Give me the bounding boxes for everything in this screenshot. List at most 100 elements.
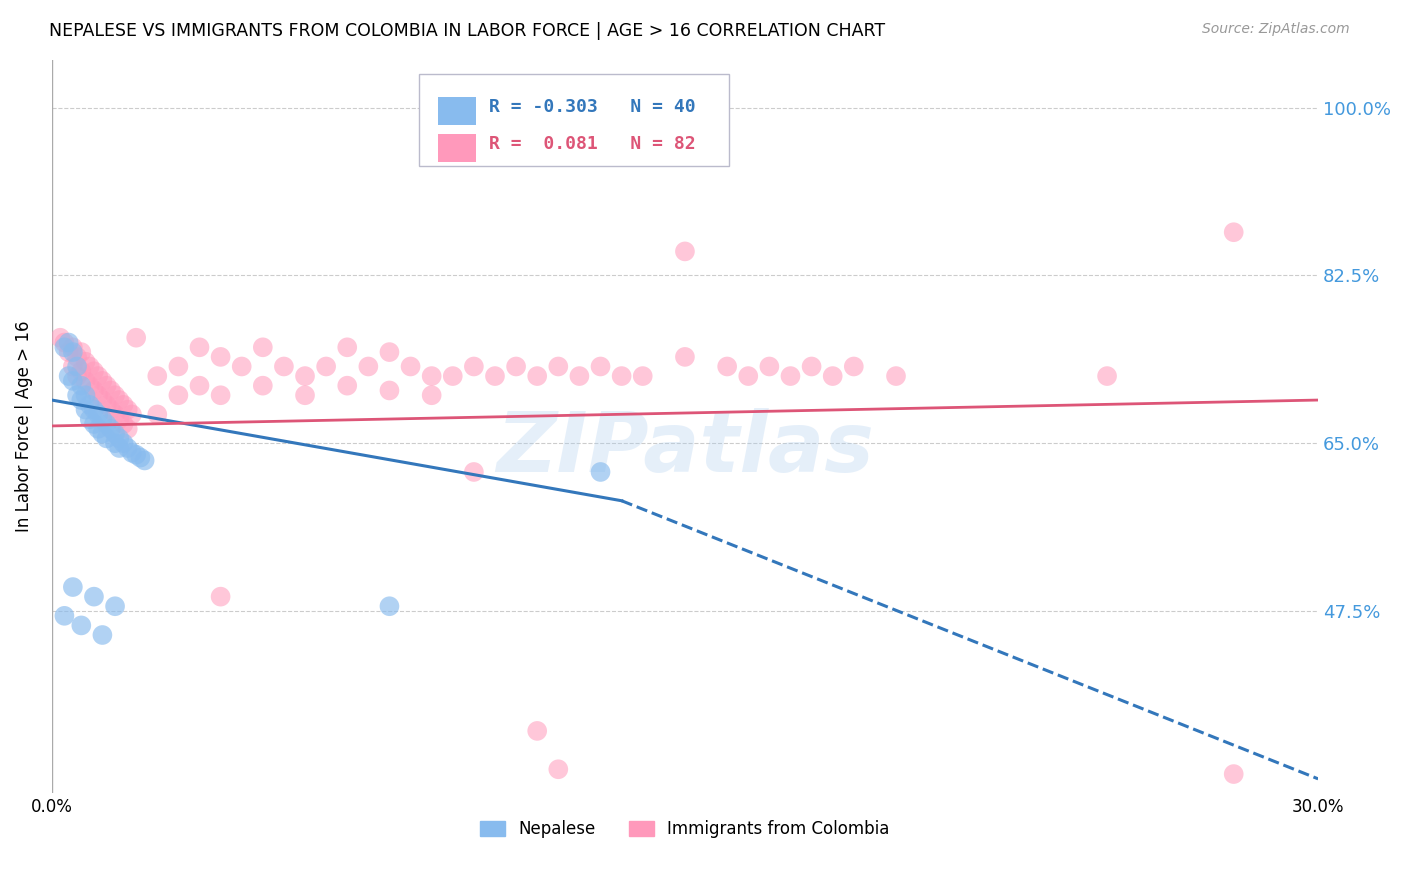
- Point: [112, 436, 135, 450]
- Point: [673, 350, 696, 364]
- Point: [83, 590, 105, 604]
- Point: [87, 369, 110, 384]
- Point: [209, 388, 232, 402]
- Point: [146, 408, 169, 422]
- Point: [96, 431, 118, 445]
- Point: [62, 345, 84, 359]
- Point: [209, 590, 232, 604]
- Point: [631, 369, 654, 384]
- Point: [315, 359, 337, 374]
- Point: [294, 388, 316, 402]
- Point: [66, 359, 89, 374]
- Point: [83, 364, 105, 378]
- Point: [70, 618, 93, 632]
- Point: [100, 402, 122, 417]
- Legend: Nepalese, Immigrants from Colombia: Nepalese, Immigrants from Colombia: [474, 814, 897, 845]
- Point: [91, 412, 114, 426]
- Point: [66, 388, 89, 402]
- Point: [378, 384, 401, 398]
- Point: [79, 359, 101, 374]
- Point: [526, 369, 548, 384]
- Point: [294, 369, 316, 384]
- Point: [800, 359, 823, 374]
- Point: [117, 422, 139, 436]
- Point: [53, 340, 76, 354]
- Point: [357, 359, 380, 374]
- Text: ZIPatlas: ZIPatlas: [496, 408, 875, 489]
- Point: [79, 412, 101, 426]
- Point: [104, 426, 127, 441]
- Point: [673, 244, 696, 259]
- Point: [1095, 369, 1118, 384]
- Point: [108, 392, 131, 407]
- Text: R =  0.081   N = 82: R = 0.081 N = 82: [489, 135, 696, 153]
- Point: [125, 448, 148, 462]
- Point: [134, 453, 156, 467]
- Point: [463, 465, 485, 479]
- Point: [62, 340, 84, 354]
- Point: [129, 450, 152, 465]
- Point: [441, 369, 464, 384]
- Point: [167, 359, 190, 374]
- Point: [121, 446, 143, 460]
- Point: [420, 388, 443, 402]
- Point: [188, 340, 211, 354]
- Text: Source: ZipAtlas.com: Source: ZipAtlas.com: [1202, 22, 1350, 37]
- Point: [167, 388, 190, 402]
- Point: [108, 441, 131, 455]
- Point: [96, 378, 118, 392]
- Point: [75, 388, 97, 402]
- Point: [87, 388, 110, 402]
- Point: [96, 398, 118, 412]
- Point: [83, 402, 105, 417]
- Point: [121, 408, 143, 422]
- Point: [58, 369, 80, 384]
- Point: [104, 408, 127, 422]
- Point: [610, 369, 633, 384]
- Point: [79, 398, 101, 412]
- Point: [108, 431, 131, 445]
- Point: [420, 369, 443, 384]
- Point: [737, 369, 759, 384]
- Point: [104, 388, 127, 402]
- Point: [589, 465, 612, 479]
- Point: [66, 369, 89, 384]
- Point: [70, 345, 93, 359]
- Point: [100, 384, 122, 398]
- Point: [117, 402, 139, 417]
- Point: [87, 408, 110, 422]
- Point: [70, 378, 93, 392]
- Point: [108, 412, 131, 426]
- Point: [104, 599, 127, 614]
- Point: [83, 417, 105, 431]
- Point: [112, 417, 135, 431]
- Point: [58, 345, 80, 359]
- FancyBboxPatch shape: [439, 97, 477, 125]
- Point: [884, 369, 907, 384]
- Point: [91, 374, 114, 388]
- Point: [125, 331, 148, 345]
- Point: [589, 359, 612, 374]
- Point: [547, 762, 569, 776]
- Point: [117, 441, 139, 455]
- Point: [188, 378, 211, 392]
- Point: [91, 628, 114, 642]
- Point: [91, 392, 114, 407]
- Point: [53, 608, 76, 623]
- Point: [75, 354, 97, 368]
- FancyBboxPatch shape: [419, 74, 730, 166]
- Point: [716, 359, 738, 374]
- Point: [70, 392, 93, 407]
- Point: [273, 359, 295, 374]
- Point: [79, 378, 101, 392]
- Point: [1222, 767, 1244, 781]
- Point: [96, 417, 118, 431]
- Point: [104, 436, 127, 450]
- Point: [62, 359, 84, 374]
- Point: [66, 350, 89, 364]
- FancyBboxPatch shape: [439, 134, 477, 161]
- Point: [75, 374, 97, 388]
- Point: [62, 580, 84, 594]
- Point: [87, 422, 110, 436]
- Point: [399, 359, 422, 374]
